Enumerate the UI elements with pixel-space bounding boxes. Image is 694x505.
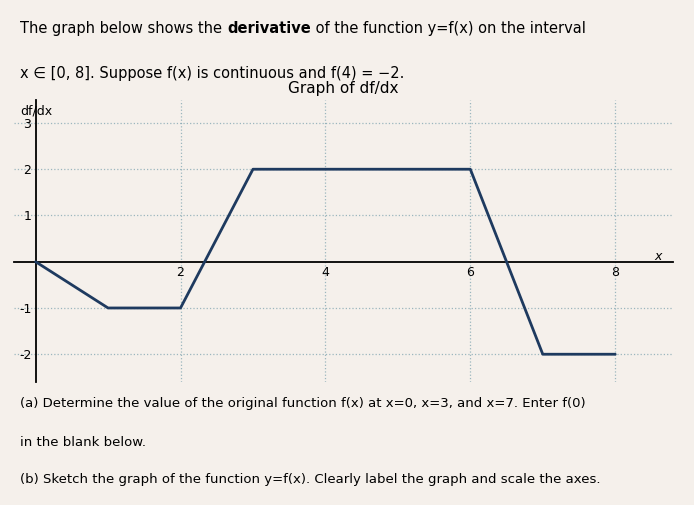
Text: (b) Sketch the graph of the function y=f(x). Clearly label the graph and scale t: (b) Sketch the graph of the function y=f… xyxy=(20,473,601,486)
Text: of the function y=f(x) on the interval: of the function y=f(x) on the interval xyxy=(311,21,586,36)
Text: df/dx: df/dx xyxy=(20,104,53,117)
Text: derivative: derivative xyxy=(227,21,311,36)
Text: (a) Determine the value of the original function f(x) at x=0, x=3, and x=7. Ente: (a) Determine the value of the original … xyxy=(20,397,586,410)
Text: in the blank below.: in the blank below. xyxy=(20,436,146,449)
Text: x: x xyxy=(654,249,661,263)
Text: x ∈ [0, 8]. Suppose f(x) is continuous and f(4) = −2.: x ∈ [0, 8]. Suppose f(x) is continuous a… xyxy=(20,66,405,81)
Title: Graph of df/dx: Graph of df/dx xyxy=(288,81,399,96)
Text: The graph below shows the: The graph below shows the xyxy=(20,21,227,36)
